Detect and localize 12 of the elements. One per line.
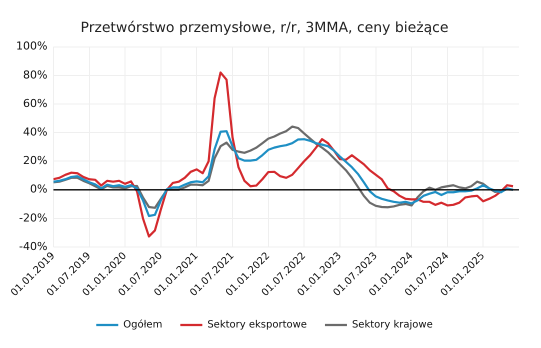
y-tick-label: 40% bbox=[22, 125, 48, 138]
y-tick-label: 20% bbox=[22, 154, 48, 168]
legend-label: Ogółem bbox=[123, 320, 162, 331]
y-tick-label: 100% bbox=[16, 40, 48, 53]
y-tick-label: -20% bbox=[19, 211, 48, 224]
y-tick-label: -40% bbox=[19, 240, 48, 253]
legend-label: Sektory eksportowe bbox=[207, 320, 307, 331]
y-tick-label: 0% bbox=[30, 182, 48, 196]
chart-title: Przetwórstwo przemysłowe, r/r, 3MMA, ceny bieżące bbox=[80, 20, 448, 36]
y-tick-label: 80% bbox=[22, 68, 48, 82]
legend-label: Sektory krajowe bbox=[352, 320, 433, 331]
y-tick-label: 60% bbox=[22, 96, 48, 110]
